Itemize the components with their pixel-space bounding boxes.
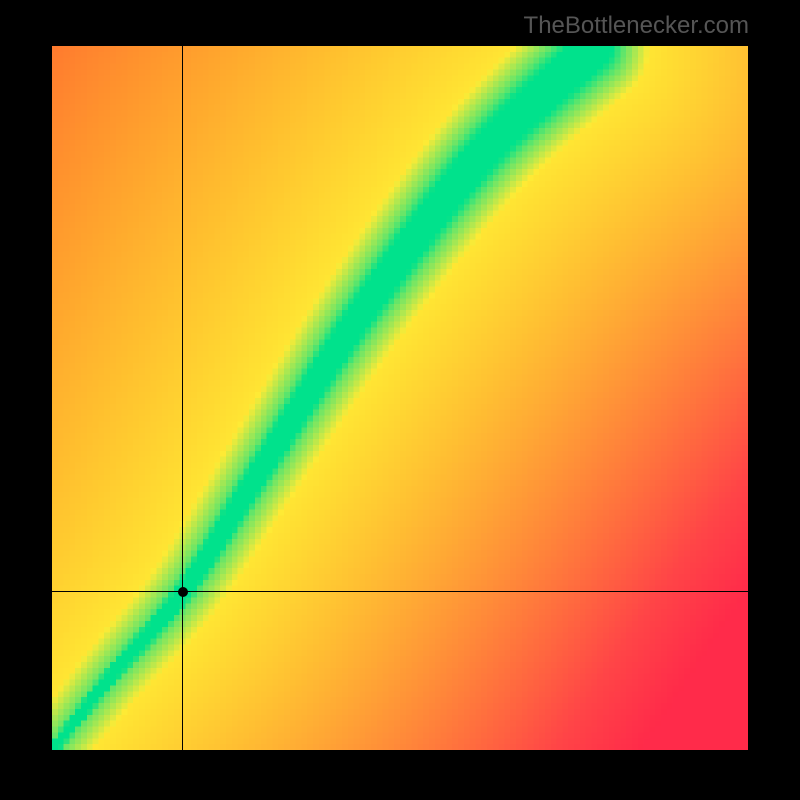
- crosshair-dot: [178, 587, 188, 597]
- watermark-text: TheBottlenecker.com: [524, 12, 749, 40]
- crosshair-horizontal: [52, 591, 748, 592]
- bottleneck-heatmap: [52, 46, 748, 750]
- chart-container: TheBottlenecker.com: [0, 0, 800, 800]
- crosshair-vertical: [182, 46, 183, 750]
